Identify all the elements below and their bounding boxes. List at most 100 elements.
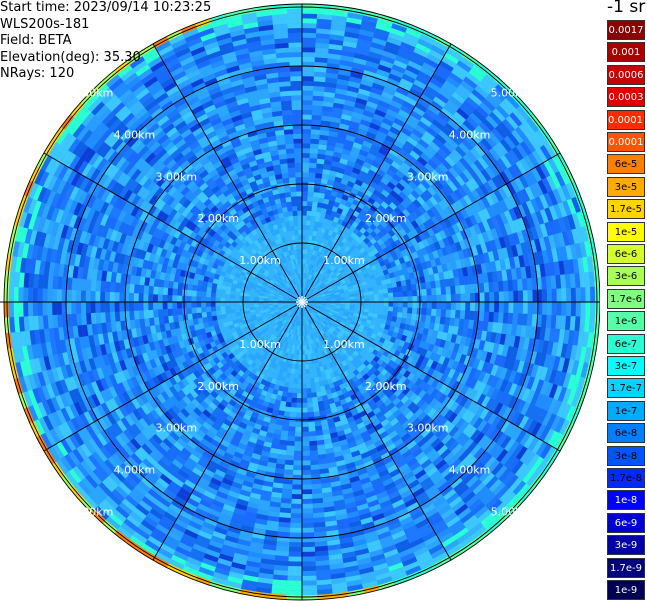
heatmap-cell [433, 441, 445, 453]
heatmap-cell [323, 379, 329, 386]
heatmap-cell [360, 24, 376, 33]
heatmap-cell [419, 526, 435, 538]
heatmap-cell [518, 255, 526, 268]
heatmap-cell [329, 432, 339, 439]
heatmap-cell [301, 364, 306, 370]
heatmap-cell [342, 326, 348, 331]
heatmap-cell [494, 505, 510, 521]
heatmap-cell [263, 441, 272, 448]
heatmap-cell [339, 293, 345, 297]
heatmap-cell [263, 341, 269, 347]
heatmap-cell [189, 471, 202, 481]
heatmap-cell [468, 132, 481, 145]
heatmap-cell [483, 516, 499, 531]
heatmap-cell [338, 350, 345, 357]
heatmap-cell [526, 376, 536, 391]
heatmap-cell [241, 353, 248, 360]
heatmap-cell [288, 338, 292, 344]
heatmap-cell [280, 309, 285, 313]
heatmap-cell [354, 299, 360, 303]
heatmap-cell [349, 275, 355, 281]
heatmap-cell [246, 555, 262, 564]
heatmap-cell [278, 405, 286, 412]
heatmap-cell [526, 277, 533, 291]
heatmap-cell [59, 456, 73, 472]
heatmap-cell [320, 248, 326, 254]
heatmap-cell [332, 10, 349, 18]
heatmap-cell [256, 508, 269, 516]
heatmap-cell [310, 143, 319, 150]
heatmap-cell [417, 120, 430, 132]
heatmap-cell [480, 138, 493, 152]
heatmap-cell [550, 415, 562, 432]
heatmap-cell [334, 329, 340, 335]
heatmap-cell [324, 369, 330, 376]
heatmap-cell [332, 337, 338, 344]
heatmap-cell [305, 325, 308, 331]
heatmap-cell [341, 249, 348, 256]
heatmap-cell [267, 457, 278, 464]
heatmap-cell [253, 522, 267, 530]
heatmap-cell [420, 458, 433, 470]
heatmap-cell [303, 292, 306, 298]
heatmap-cell [334, 212, 342, 219]
heatmap-cell [389, 336, 397, 344]
heatmap-cell [313, 316, 318, 322]
heatmap-cell [205, 464, 217, 474]
heatmap-cell [302, 23, 318, 29]
heatmap-cell [375, 526, 390, 536]
heatmap-cell [168, 558, 185, 570]
heatmap-cell [235, 446, 246, 455]
heatmap-cell [260, 450, 270, 458]
heatmap-cell [311, 275, 316, 281]
heatmap-cell [258, 567, 274, 575]
heatmap-cell [307, 284, 310, 289]
heatmap-cell [526, 313, 533, 327]
heatmap-cell [574, 243, 583, 259]
heatmap-cell [310, 334, 314, 340]
heatmap-cell [302, 18, 318, 24]
heatmap-cell [507, 132, 521, 147]
heatmap-cell [336, 167, 346, 175]
heatmap-cell [443, 227, 452, 238]
heatmap-cell [323, 320, 329, 325]
heatmap-cell [271, 579, 288, 586]
heatmap-cell [325, 447, 334, 454]
heatmap-cell [351, 318, 357, 323]
heatmap-cell [542, 302, 548, 316]
heatmap-cell [431, 519, 446, 532]
heatmap-cell [330, 577, 347, 585]
heatmap-cell [340, 178, 349, 186]
heatmap-cell [459, 56, 475, 69]
heatmap-cell [341, 237, 348, 244]
heatmap-cell [526, 419, 538, 435]
heatmap-cell [329, 170, 338, 177]
heatmap-cell [333, 396, 340, 403]
heatmap-cell [497, 509, 513, 524]
heatmap-cell [335, 303, 341, 307]
heatmap-cell [265, 343, 271, 349]
heatmap-cell [234, 547, 249, 556]
heatmap-cell [325, 452, 335, 459]
heatmap-cell [317, 336, 322, 342]
heatmap-cell [473, 447, 485, 460]
heatmap-cell [380, 177, 390, 186]
heatmap-cell [539, 144, 552, 161]
heatmap-cell [295, 305, 300, 310]
heatmap-cell [260, 379, 267, 386]
heatmap-cell [464, 216, 474, 228]
heatmap-cell [422, 383, 431, 393]
heatmap-cell [414, 226, 423, 235]
heatmap-cell [534, 352, 542, 366]
heatmap-cell [481, 372, 491, 385]
heatmap-cell [141, 495, 156, 509]
heatmap-cell [348, 81, 361, 89]
heatmap-cell [525, 325, 532, 339]
heatmap-cell [355, 132, 367, 141]
heatmap-cell [501, 247, 509, 260]
heatmap-cell [422, 444, 434, 456]
heatmap-cell [378, 306, 384, 311]
heatmap-cell [236, 498, 249, 507]
heatmap-cell [483, 252, 491, 264]
heatmap-cell [464, 227, 473, 239]
